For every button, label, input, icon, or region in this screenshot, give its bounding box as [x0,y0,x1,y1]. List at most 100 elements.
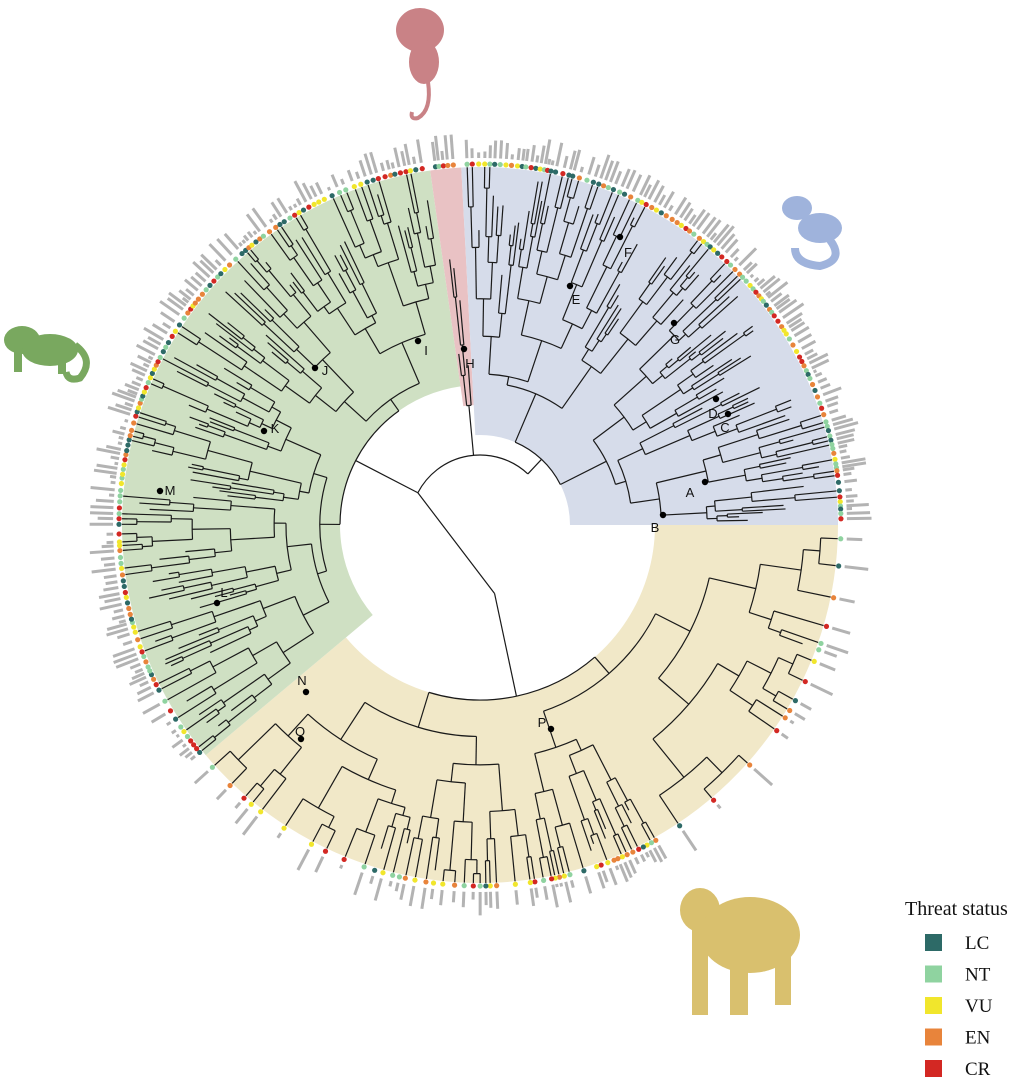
branch [218,615,254,631]
branch [167,672,217,701]
tip-dot [173,716,179,722]
branch [518,238,522,250]
tip-dot [116,511,122,517]
tip-dot [117,554,124,561]
branch [266,286,288,311]
branch [430,779,438,818]
tip-bar [124,401,134,408]
branch [768,627,781,634]
tip-bar [314,856,325,873]
tip-dot [308,841,315,847]
branch [498,313,503,338]
tip-dot [253,239,259,245]
branch [552,850,560,875]
tip-bar [579,166,584,173]
branch [286,361,301,374]
tip-dot [167,708,174,714]
tip-dot [594,864,600,870]
branch [193,496,232,502]
tip-dot [116,521,122,527]
branch [735,408,777,426]
tip-dot [296,210,302,216]
tip-bar [625,169,637,190]
tip-bar [811,358,830,370]
tip-dot [830,595,837,601]
branch [424,284,430,299]
branch [795,496,837,502]
branch [122,540,138,543]
tip-bar [539,145,546,164]
branch [533,181,543,225]
tip-bar [535,155,540,163]
tip-bar [716,803,722,810]
tip-dot [548,168,554,174]
tip-bar [782,302,805,320]
branch [539,857,544,878]
tip-dot [248,801,254,807]
tip-bar [379,162,385,172]
tip-dot [560,171,566,177]
branch [287,543,312,548]
tip-bar [504,142,510,160]
branch [450,763,454,782]
branch [206,408,248,427]
tip-dot [160,349,166,355]
tip-bar [530,144,536,162]
tip-bar [814,371,823,378]
branch [234,405,264,421]
branch [210,626,249,644]
tip-dot [838,506,844,512]
branch [255,615,267,622]
clade-sectors [122,167,838,883]
branch [701,332,738,361]
tip-dot [677,823,683,829]
tip-bar [648,849,658,863]
branch [529,223,534,237]
branch [585,223,598,252]
branch [340,702,366,740]
tip-bar [683,207,694,222]
tip-bar [674,196,688,216]
branch [174,430,211,443]
branch [249,422,261,428]
tip-bar [103,574,117,580]
branch [669,265,691,291]
tip-dot [311,201,317,207]
branch [188,466,203,471]
branch [607,318,620,336]
tip-bar [652,847,664,863]
branch [462,782,466,822]
tip-bar [242,234,250,242]
tip-dot [648,840,655,846]
branch [678,333,687,341]
node-dot [566,282,574,290]
branch [543,205,549,225]
tip-dot [837,499,843,505]
branch [752,497,796,502]
branch [315,394,337,413]
branch [714,496,752,502]
branch [596,833,608,861]
branch [404,230,410,249]
branch [581,240,603,288]
branch [563,197,571,222]
tip-bar [147,335,162,346]
tip-bar [245,213,262,233]
tip-dot [786,336,792,342]
branch [416,212,422,233]
tip-dot [397,170,404,176]
branch [265,261,272,270]
branch [701,295,739,329]
tip-dot [790,342,796,348]
branch [674,403,722,429]
branch [159,555,189,560]
tip-dot [838,536,844,542]
tip-dot [686,228,693,234]
branch [352,291,368,319]
tip-dot [388,172,394,178]
legend-title: Threat status [905,898,1008,920]
branch [161,585,184,591]
node-label: A [686,485,695,500]
tip-bar [840,455,851,460]
tip-dot [512,881,518,887]
